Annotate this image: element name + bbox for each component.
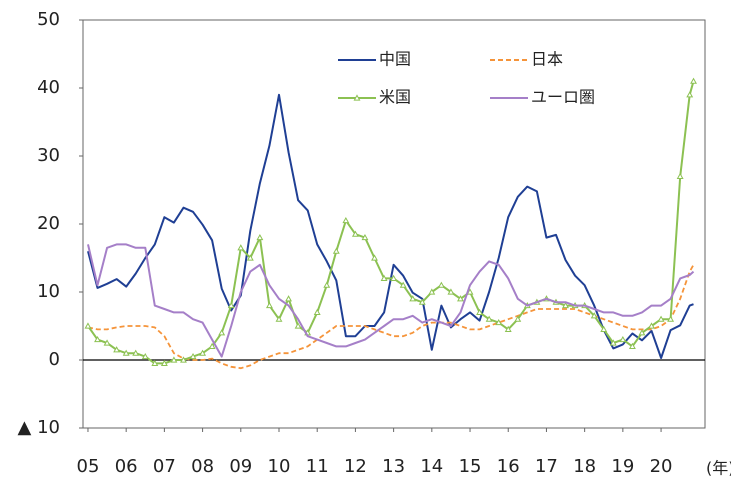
point-marker <box>103 339 111 346</box>
x-tick-label: 16 <box>497 456 520 477</box>
point-marker <box>246 254 254 261</box>
point-marker <box>638 329 646 336</box>
x-tick-label: 10 <box>268 456 291 477</box>
point-marker <box>189 352 197 360</box>
point-marker <box>676 172 684 179</box>
series-line <box>87 264 695 370</box>
point-marker <box>437 281 445 288</box>
point-marker <box>285 295 293 302</box>
legend-label: ユーロ圏 <box>531 88 595 107</box>
point-marker <box>380 274 388 281</box>
y-tick-label: 30 <box>37 145 60 166</box>
point-marker <box>619 335 627 343</box>
point-marker <box>256 233 264 241</box>
point-marker <box>590 312 598 319</box>
x-tick-label: 18 <box>573 456 596 477</box>
point-marker <box>371 254 378 261</box>
x-tick-label: 11 <box>306 456 329 477</box>
legend-label: 中国 <box>379 50 411 69</box>
point-marker <box>113 346 121 353</box>
x-tick-label: 12 <box>344 456 367 477</box>
point-marker <box>476 308 484 315</box>
point-marker <box>199 349 207 356</box>
x-tick-label: 15 <box>459 456 482 477</box>
y-tick-label: 50 <box>37 9 60 30</box>
point-marker <box>657 315 665 322</box>
y-tick-label: 10 <box>37 281 60 302</box>
point-marker <box>686 91 694 98</box>
point-marker <box>218 329 226 336</box>
point-marker <box>94 335 101 343</box>
point-marker <box>667 315 675 322</box>
point-marker <box>562 301 569 309</box>
point-marker <box>361 233 369 241</box>
point-marker <box>237 244 245 251</box>
y-tick-label: 40 <box>37 77 60 98</box>
y-tick-label: 20 <box>37 213 60 234</box>
point-marker <box>390 274 398 281</box>
point-marker <box>495 318 503 326</box>
point-marker <box>351 230 359 237</box>
point-marker <box>132 349 140 356</box>
x-axis-label: (年) <box>706 459 731 478</box>
point-marker <box>141 352 149 360</box>
point-marker <box>690 77 697 84</box>
point-marker <box>170 356 178 363</box>
point-marker <box>265 301 273 309</box>
x-tick-label: 08 <box>191 456 214 477</box>
point-marker <box>122 349 130 356</box>
point-marker <box>180 356 187 363</box>
point-marker <box>418 298 426 305</box>
point-marker <box>275 315 283 322</box>
x-tick-label: 07 <box>153 456 176 477</box>
point-marker <box>428 288 436 295</box>
point-marker <box>514 315 522 322</box>
x-tick-label: 09 <box>229 456 252 477</box>
point-marker <box>447 288 455 295</box>
legend-label: 日本 <box>531 50 563 69</box>
point-marker <box>332 247 340 254</box>
x-tick-label: 13 <box>382 456 405 477</box>
point-marker <box>609 339 617 346</box>
point-marker <box>342 216 350 224</box>
legend-label: 米国 <box>379 88 411 107</box>
point-marker <box>84 322 92 329</box>
point-marker <box>208 342 216 349</box>
x-tick-label: 20 <box>650 456 673 477</box>
x-tick-label: 14 <box>420 456 443 477</box>
point-marker <box>485 315 493 322</box>
x-tick-label: 19 <box>611 456 634 477</box>
x-tick-label: 06 <box>115 456 138 477</box>
y-tick-label: ▲ 10 <box>18 417 60 438</box>
point-marker <box>227 301 235 309</box>
point-marker <box>648 322 655 329</box>
series-line <box>87 243 695 358</box>
point-marker <box>399 281 407 288</box>
point-marker <box>457 295 464 302</box>
x-tick-label: 17 <box>535 456 558 477</box>
legend-marker <box>353 94 361 101</box>
point-marker <box>160 359 168 366</box>
point-marker <box>313 308 321 315</box>
point-marker <box>151 359 159 366</box>
point-marker <box>628 342 636 349</box>
point-marker <box>600 325 608 332</box>
plot-frame <box>82 19 706 429</box>
point-marker <box>294 322 302 329</box>
point-marker <box>409 295 417 302</box>
point-marker <box>504 325 512 332</box>
series-line <box>87 93 694 359</box>
x-tick-label: 05 <box>77 456 100 477</box>
point-marker <box>323 281 331 288</box>
y-tick-label: 0 <box>49 349 60 370</box>
